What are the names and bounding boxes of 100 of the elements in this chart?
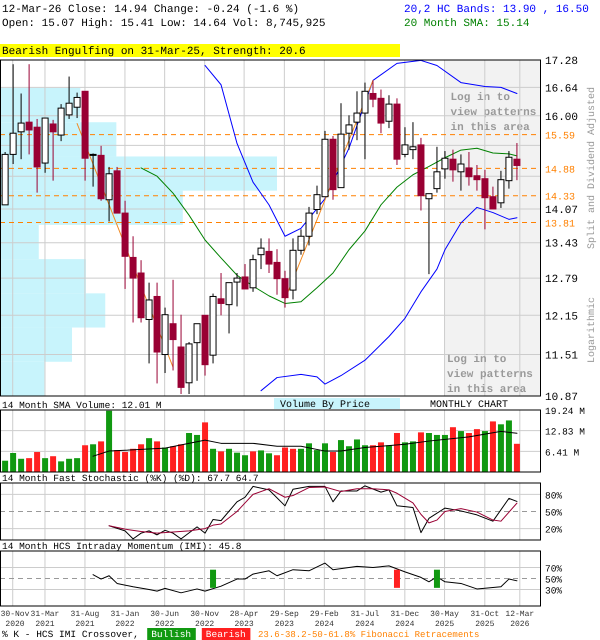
candlestick <box>425 193 432 275</box>
ref-line-label: 14.88 <box>545 165 576 176</box>
bar <box>450 427 456 472</box>
bar <box>394 433 400 472</box>
y-tick-label: 13.43 <box>545 238 578 251</box>
bar <box>322 443 328 472</box>
y-tick-label: 10.87 <box>545 392 578 404</box>
bar <box>458 431 464 472</box>
y-axis-title: Split and Dividend Adjusted <box>586 86 598 250</box>
x-tick-label: 30-Nov 2022 <box>190 610 220 629</box>
bar <box>10 452 16 472</box>
y-tick-label: 12.79 <box>545 274 578 286</box>
bar <box>194 434 200 472</box>
bar <box>346 446 352 472</box>
candlestick <box>345 114 352 150</box>
bar <box>466 433 472 472</box>
x-tick-label: 31-Jan 2022 <box>110 610 140 629</box>
y-tick-label: 12.15 <box>545 311 578 324</box>
bar <box>370 445 376 472</box>
bar <box>282 448 288 472</box>
bar <box>514 444 520 472</box>
x-tick-label: 31-Oct 2025 <box>470 610 500 629</box>
candlestick <box>146 282 153 364</box>
bar <box>18 458 24 472</box>
ref-line-label: 14.33 <box>545 192 576 204</box>
bar <box>242 455 248 472</box>
x-tick-label: 30-May 2025 <box>430 610 460 629</box>
y-tick-label: 16.64 <box>545 83 578 96</box>
text: 20 Month SMA: 15.14 <box>404 18 530 30</box>
chart-title: 14 Month Fast Stochastic (%K) (%D): 67.7 64.7 <box>2 473 259 484</box>
annotation: Volume By Price <box>280 399 370 411</box>
text: Bullish <box>151 629 192 640</box>
line-series <box>92 562 518 594</box>
bar <box>26 458 32 472</box>
bar <box>122 452 128 472</box>
bar <box>186 433 192 472</box>
line-series <box>140 148 518 304</box>
chart-title: 14 Month HCS Intraday Momentum (IMI): 45.8 <box>2 541 242 552</box>
text: 23.6-38.2-50-61.8% Fibonacci Retracements <box>258 630 480 640</box>
bar <box>146 438 152 472</box>
bar <box>482 431 488 472</box>
bar <box>314 450 320 472</box>
bar <box>2 460 8 472</box>
text: Bearish <box>206 629 246 640</box>
candlestick <box>218 272 225 316</box>
y-tick-label: 11.51 <box>545 350 578 363</box>
x-tick-label: 31-Jul 2024 <box>350 610 380 629</box>
x-tick-label: 29-Feb 2024 <box>310 610 339 629</box>
bar <box>402 442 408 472</box>
bar <box>442 434 448 472</box>
bar <box>290 448 296 472</box>
chart-title: 12-Mar-26 Close: 14.94 Change: -0.24 (-1.6 %) <box>2 4 300 16</box>
bar <box>90 444 96 472</box>
bar <box>410 441 416 472</box>
bar <box>274 455 280 472</box>
candlestick <box>441 150 448 180</box>
bar <box>42 458 48 472</box>
candlestick <box>513 142 520 181</box>
x-tick-label: 30-Nov 2020 <box>0 610 30 629</box>
text: Logarithmic <box>586 296 598 364</box>
bar <box>58 461 64 472</box>
y-tick-label: 50% <box>545 574 562 586</box>
y-tick-label: 16.00 <box>545 112 578 124</box>
candlestick <box>50 119 57 182</box>
chart-subtitle: Open: 15.07 High: 15.41 Low: 14.64 Vol: 8,745,925 <box>2 18 326 30</box>
x-tick-label: 31-Aug 2021 <box>70 610 100 629</box>
bar <box>178 444 184 472</box>
bar <box>130 448 136 472</box>
y-tick-label: 19.24 M <box>545 406 586 417</box>
bar <box>34 452 40 472</box>
ref-line-label: 15.59 <box>545 132 576 143</box>
candlestick <box>457 154 464 192</box>
bar <box>354 439 360 472</box>
annotation: MONTHLY CHART <box>430 400 508 411</box>
x-tick-label: 28-Apr 2023 <box>230 610 259 629</box>
y-tick-label: 70% <box>545 564 562 574</box>
candlestick <box>449 149 456 182</box>
candlestick <box>242 264 249 290</box>
y-tick-label: 6.41 M <box>545 447 580 458</box>
bar <box>498 424 504 472</box>
bar <box>426 433 432 472</box>
bar <box>210 448 216 472</box>
bar <box>106 410 112 472</box>
bar <box>362 445 368 472</box>
bar <box>218 451 224 472</box>
x-tick-label: 30-Jun 2022 <box>150 610 180 629</box>
bar <box>418 432 424 472</box>
bar <box>306 443 312 472</box>
bar <box>490 421 496 472</box>
bar <box>386 445 392 472</box>
y-tick-label: 30% <box>545 586 562 596</box>
bar <box>258 450 264 472</box>
bar <box>434 434 440 472</box>
y-tick-label: 14.07 <box>545 204 578 217</box>
y-tick-label: 17.28 <box>545 56 578 68</box>
x-tick-label: 12-Mar 2026 <box>505 610 534 629</box>
y-tick-label: 12.83 M <box>545 426 586 438</box>
annotation: Log in to view patterns in this area <box>447 354 533 396</box>
bar <box>234 452 240 472</box>
line-series <box>92 430 518 457</box>
